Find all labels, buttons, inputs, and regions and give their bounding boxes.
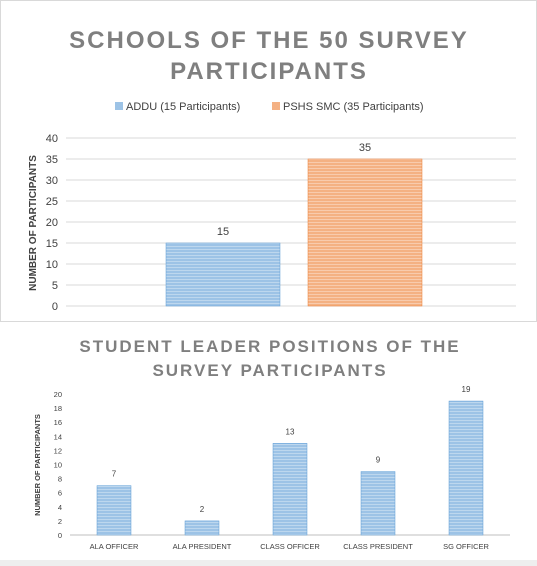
chart1-data-label: 15 <box>217 226 229 238</box>
chart2-bar <box>96 485 132 536</box>
legend-label-pshs: PSHS SMC (35 Participants) <box>283 101 424 113</box>
chart2-y-tick-label: 12 <box>54 446 62 455</box>
chart2-y-tick-label: 6 <box>58 489 62 498</box>
chart2-bar <box>184 520 220 536</box>
legend-label-addu: ADDU (15 Participants) <box>126 101 240 113</box>
chart2-x-tick-label: CLASS OFFICER <box>260 542 320 551</box>
chart2-y-tick-label: 2 <box>58 517 62 526</box>
chart2-y-tick-label: 14 <box>54 432 62 441</box>
chart2-y-tick-label: 18 <box>54 404 62 413</box>
chart2-bar <box>272 443 308 536</box>
chart1-y-tick-label: 25 <box>46 196 58 208</box>
chart1-y-tick-label: 40 <box>46 133 58 145</box>
chart1-y-tick-label: 5 <box>52 280 58 292</box>
chart1-y-tick-label: 15 <box>46 238 58 250</box>
chart2-bar <box>360 471 396 536</box>
chart2-y-tick-label: 10 <box>54 461 62 470</box>
chart2-y-tick-label: 16 <box>54 418 62 427</box>
chart2-x-tick-label: ALA PRESIDENT <box>173 542 232 551</box>
chart2-title-line2: SURVEY PARTICIPANTS <box>152 361 387 380</box>
chart2-data-label: 13 <box>286 427 295 436</box>
positions-chart-panel: STUDENT LEADER POSITIONS OF THE SURVEY P… <box>0 325 537 560</box>
chart1-bar <box>165 242 281 307</box>
schools-chart-panel: SCHOOLS OF THE 50 SURVEY PARTICIPANTS AD… <box>0 0 537 322</box>
chart1-title-line1: SCHOOLS OF THE 50 SURVEY <box>69 27 469 54</box>
chart2-y-tick-label: 0 <box>58 531 62 540</box>
chart2-x-tick-label: SG OFFICER <box>443 542 489 551</box>
chart2-y-axis-title: NUMBER OF PARTICIPANTS <box>33 414 42 516</box>
chart1-y-tick-label: 10 <box>46 259 58 271</box>
legend-swatch-addu <box>115 102 123 110</box>
chart2-data-label: 2 <box>200 505 205 514</box>
chart2-x-tick-label: CLASS PRESIDENT <box>343 542 413 551</box>
chart1-y-tick-label: 35 <box>46 154 58 166</box>
chart2-y-tick-label: 4 <box>58 503 62 512</box>
chart1-y-axis-title: NUMBER OF PARTICIPANTS <box>28 155 39 291</box>
chart1-bar <box>307 158 423 307</box>
bottom-gap <box>0 560 537 566</box>
chart1-gridlines <box>66 137 516 307</box>
chart2-data-label: 7 <box>112 470 117 479</box>
chart1-y-tick-label: 20 <box>46 217 58 229</box>
chart2-data-label: 9 <box>376 456 381 465</box>
chart2-bar <box>448 400 484 536</box>
chart2-x-tick-label: ALA OFFICER <box>90 542 139 551</box>
chart2-y-tick-label: 8 <box>58 475 62 484</box>
legend-swatch-pshs <box>272 102 280 110</box>
schools-chart: SCHOOLS OF THE 50 SURVEY PARTICIPANTS AD… <box>28 27 516 313</box>
chart2-y-tick-label: 20 <box>54 390 62 399</box>
chart2-bars: 7 2 13 9 19 <box>96 385 484 536</box>
chart1-data-label: 35 <box>359 142 371 154</box>
chart2-x-labels: ALA OFFICER ALA PRESIDENT CLASS OFFICER CLA… <box>90 542 490 551</box>
chart1-legend: ADDU (15 Participants) PSHS SMC (35 Part… <box>115 101 424 113</box>
chart2-title-line1: STUDENT LEADER POSITIONS OF THE <box>79 337 460 356</box>
chart1-y-ticks: 0 5 10 15 20 25 30 35 40 <box>46 133 58 313</box>
chart2-data-label: 19 <box>462 385 471 394</box>
positions-chart: STUDENT LEADER POSITIONS OF THE SURVEY P… <box>33 337 510 551</box>
chart1-y-tick-label: 0 <box>52 301 58 313</box>
chart1-title-line2: PARTICIPANTS <box>170 58 368 85</box>
chart1-y-tick-label: 30 <box>46 175 58 187</box>
